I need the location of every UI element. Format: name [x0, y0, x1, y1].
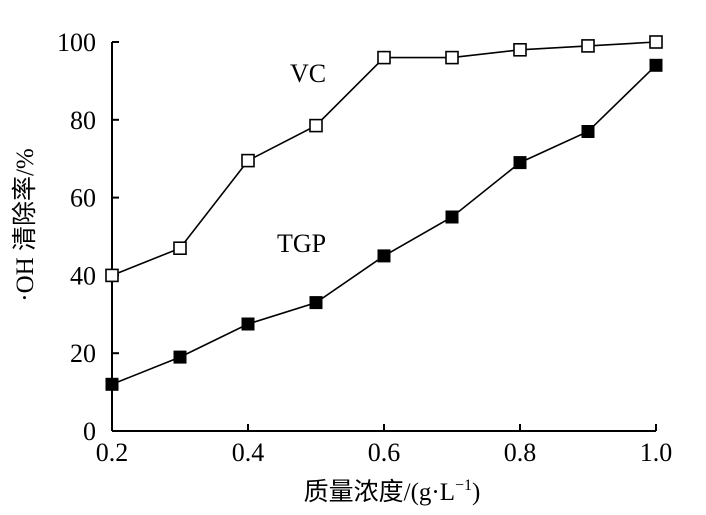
- data-point-vc: [173, 241, 187, 255]
- x-axis-title: 质量浓度/(g·L−1): [304, 477, 481, 506]
- series-line-vc: [111, 41, 657, 277]
- data-point-tgp: [241, 317, 255, 331]
- ticks: 0 20 40 60 80 100 0.2 0.4 0.6 0.8 1.0: [57, 28, 672, 467]
- x-axis-title-superscript: −1: [455, 477, 472, 494]
- y-tick-label: 80: [70, 106, 96, 135]
- x-tick-label: 1.0: [640, 438, 673, 467]
- data-point-tgp: [513, 156, 527, 170]
- data-point-vc: [377, 50, 391, 65]
- y-axis-title: ·OH 清除率/%: [11, 148, 39, 301]
- data-point-tgp: [649, 58, 663, 72]
- series-lines: [111, 41, 657, 386]
- y-tick-label: 100: [57, 28, 96, 57]
- data-point-vc: [105, 268, 119, 283]
- data-point-tgp: [105, 377, 119, 391]
- data-point-vc: [513, 42, 527, 57]
- x-tick-label: 0.6: [368, 438, 401, 467]
- y-tick-label: 20: [70, 339, 96, 368]
- series-label-vc: VC: [290, 59, 326, 88]
- series-line-tgp: [111, 64, 657, 386]
- y-tick-label: 40: [70, 261, 96, 290]
- data-point-vc: [309, 118, 323, 133]
- data-point-vc: [649, 35, 663, 49]
- data-point-tgp: [309, 296, 323, 310]
- x-tick-label: 0.2: [96, 438, 129, 467]
- x-axis-title-main: 质量浓度/(g·L: [304, 478, 455, 506]
- x-axis-title-close: ): [472, 479, 480, 506]
- x-tick-label: 0.8: [504, 438, 537, 467]
- data-point-tgp: [445, 210, 459, 224]
- y-tick-label: 60: [70, 184, 96, 213]
- y-tick-label: 0: [83, 417, 96, 446]
- x-tick-label: 0.4: [232, 438, 265, 467]
- labels: VC TGP 质量浓度/(g·L−1) ·OH 清除率/%: [11, 59, 480, 506]
- data-point-tgp: [173, 350, 187, 364]
- series-label-tgp: TGP: [277, 229, 326, 258]
- series-markers: [105, 35, 663, 391]
- data-point-tgp: [377, 249, 391, 263]
- data-point-tgp: [581, 125, 595, 138]
- data-point-vc: [445, 50, 459, 65]
- data-point-vc: [241, 153, 255, 168]
- data-point-vc: [581, 39, 595, 53]
- axes: [111, 42, 656, 432]
